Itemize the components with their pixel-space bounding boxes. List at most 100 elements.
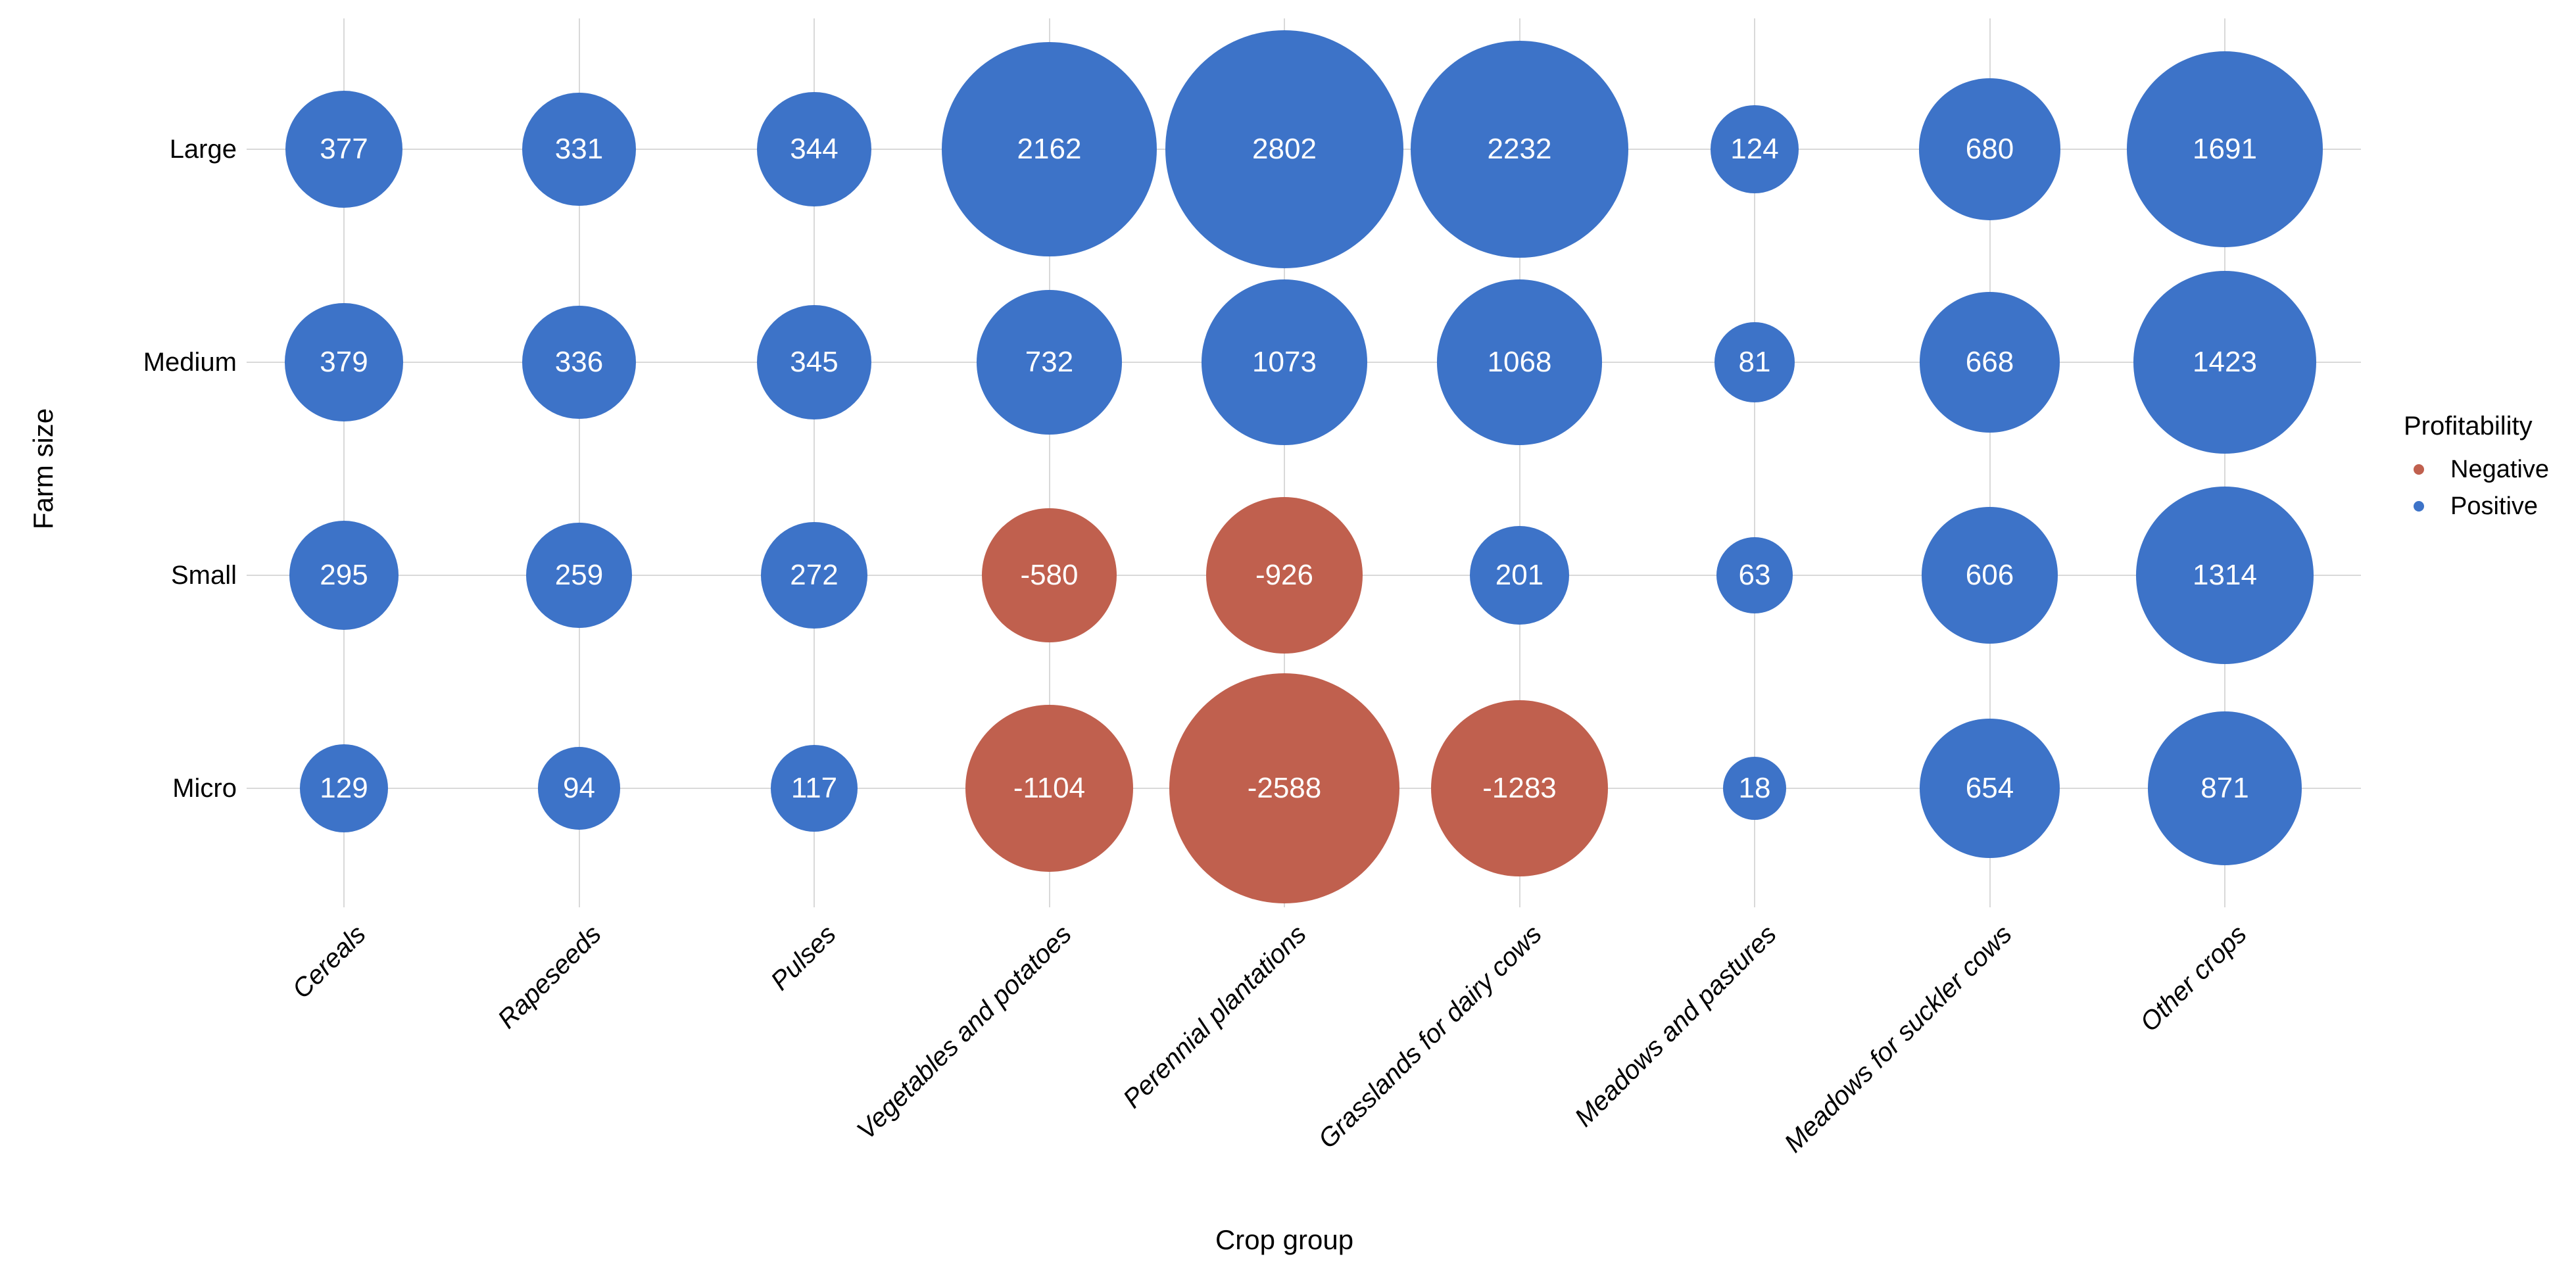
bubble-medium-1: 379 — [285, 303, 403, 421]
bubble-value-label: 345 — [790, 345, 838, 378]
x-tick-label: Perennial plantations — [1117, 919, 1312, 1114]
bubble-medium-2: 336 — [522, 305, 636, 419]
bubble-small-4: -580 — [982, 508, 1117, 643]
bubble-value-label: 295 — [320, 558, 368, 591]
legend-dot-negative-icon — [2414, 464, 2424, 475]
bubble-small-5: -926 — [1205, 496, 1363, 654]
gridline-vertical — [1284, 18, 1285, 907]
legend-item-negative: Negative — [2404, 451, 2576, 488]
bubble-micro-4: -1104 — [965, 704, 1133, 872]
x-tick-label: Rapeseeds — [492, 919, 607, 1034]
bubble-large-7: 124 — [1711, 105, 1799, 193]
y-tick-label-small: Small — [170, 561, 237, 590]
bubble-large-2: 331 — [522, 92, 636, 206]
x-axis-title: Crop group — [1215, 1224, 1354, 1255]
bubble-medium-6: 1068 — [1436, 279, 1603, 445]
bubble-value-label: 1691 — [2193, 132, 2257, 165]
gridline-vertical — [343, 18, 345, 907]
bubble-value-label: 117 — [790, 771, 838, 804]
legend-title: Profitability — [2404, 412, 2533, 441]
legend-item-positive: Positive — [2404, 488, 2576, 525]
bubble-value-label: 871 — [2200, 771, 2249, 804]
legend-dot-positive-icon — [2414, 501, 2424, 512]
bubble-medium-9: 1423 — [2133, 270, 2317, 454]
bubble-value-label: 654 — [1965, 771, 2014, 804]
gridline-vertical — [2224, 18, 2225, 907]
legend-item-label: Negative — [2450, 455, 2549, 483]
bubble-value-label: 94 — [563, 771, 595, 804]
bubble-small-3: 272 — [760, 521, 868, 629]
bubble-value-label: 2232 — [1487, 132, 1552, 165]
bubble-value-label: 129 — [320, 771, 368, 804]
bubble-medium-8: 668 — [1919, 292, 2060, 433]
bubble-medium-7: 81 — [1714, 322, 1795, 402]
bubble-value-label: -1104 — [1013, 771, 1086, 804]
bubble-value-label: 379 — [320, 345, 368, 378]
bubble-value-label: 1073 — [1252, 345, 1317, 378]
bubble-small-7: 63 — [1716, 537, 1793, 614]
bubble-value-label: 18 — [1738, 771, 1771, 804]
x-tick-label: Cereals — [287, 919, 372, 1005]
bubble-large-6: 2232 — [1411, 40, 1628, 258]
bubble-value-label: -580 — [1020, 558, 1079, 591]
bubble-micro-5: -2588 — [1169, 673, 1400, 904]
bubble-small-9: 1314 — [2135, 486, 2314, 665]
bubble-value-label: 272 — [790, 558, 838, 591]
bubble-large-5: 2802 — [1165, 30, 1403, 268]
bubble-value-label: 1068 — [1487, 345, 1552, 378]
bubble-value-label: -926 — [1255, 558, 1314, 591]
x-tick-label: Pulses — [765, 919, 842, 996]
y-tick-label-large: Large — [169, 135, 237, 164]
legend-item-label: Positive — [2450, 492, 2539, 520]
bubble-micro-8: 654 — [1920, 718, 2060, 859]
y-tick-label-micro: Micro — [172, 774, 237, 803]
gridline-vertical — [1519, 18, 1520, 907]
bubble-large-9: 1691 — [2127, 51, 2323, 247]
bubble-large-3: 344 — [756, 91, 872, 207]
y-tick-label-medium: Medium — [143, 348, 237, 377]
bubble-value-label: 124 — [1730, 132, 1779, 165]
x-tick-label: Meadows for suckler cows — [1778, 919, 2018, 1158]
gridline-vertical — [1048, 18, 1050, 907]
x-tick-label: Other crops — [2134, 919, 2252, 1038]
bubble-micro-6: -1283 — [1431, 700, 1608, 877]
y-axis-title: Farm size — [28, 408, 59, 530]
bubble-small-1: 295 — [289, 520, 399, 631]
bubble-micro-3: 117 — [771, 745, 858, 832]
bubble-micro-9: 871 — [2148, 711, 2302, 865]
bubble-value-label: 2802 — [1252, 132, 1317, 165]
bubble-value-label: 336 — [554, 345, 604, 378]
gridline-vertical — [1754, 18, 1755, 907]
bubble-value-label: -2588 — [1247, 771, 1322, 804]
bubble-small-6: 201 — [1470, 525, 1569, 625]
gridline-vertical — [1989, 18, 1991, 907]
legend: Profitability Negative Positive — [2404, 411, 2576, 525]
bubble-value-label: 1314 — [2193, 558, 2257, 591]
bubble-value-label: 259 — [554, 558, 604, 591]
x-tick-label: Vegetables and potatoes — [851, 919, 1077, 1145]
bubble-medium-3: 345 — [756, 304, 872, 420]
bubble-value-label: 606 — [1965, 558, 2014, 591]
gridline-vertical — [578, 18, 580, 907]
bubble-micro-1: 129 — [299, 744, 389, 833]
bubble-value-label: 732 — [1025, 345, 1074, 378]
bubble-value-label: 331 — [554, 132, 604, 165]
bubble-medium-5: 1073 — [1202, 279, 1367, 445]
bubble-large-4: 2162 — [942, 41, 1157, 257]
bubble-micro-7: 18 — [1723, 757, 1786, 820]
bubble-value-label: 63 — [1738, 558, 1771, 591]
bubble-medium-4: 732 — [977, 289, 1122, 435]
x-tick-label: Grasslands for dairy cows — [1312, 919, 1547, 1155]
bubble-value-label: 2162 — [1017, 132, 1082, 165]
bubble-value-label: 680 — [1965, 132, 2014, 165]
bubble-value-label: -1283 — [1482, 771, 1557, 804]
bubble-value-label: 1423 — [2193, 345, 2257, 378]
bubble-micro-2: 94 — [537, 747, 621, 830]
bubble-value-label: 668 — [1965, 345, 2014, 378]
x-tick-label: Meadows and pastures — [1569, 919, 1782, 1133]
bubble-small-8: 606 — [1921, 507, 2058, 644]
bubble-value-label: 201 — [1495, 558, 1544, 591]
gridline-vertical — [814, 18, 815, 907]
bubble-value-label: 377 — [320, 132, 368, 165]
bubble-large-1: 377 — [285, 90, 403, 208]
